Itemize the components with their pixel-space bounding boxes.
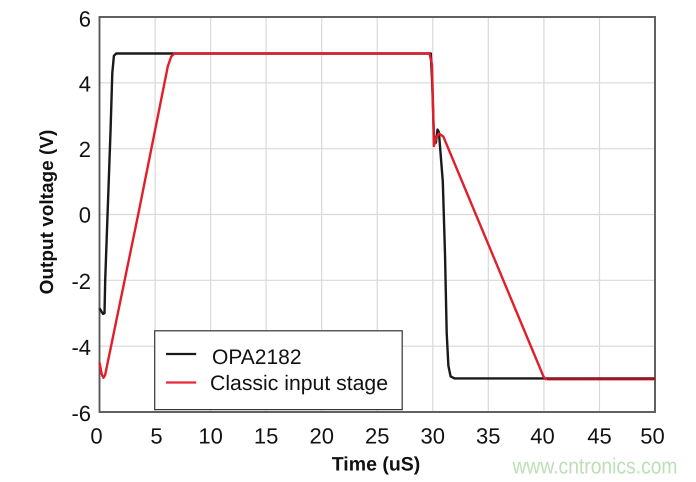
svg-text:20: 20 [309,424,333,449]
svg-text:Classic input stage: Classic input stage [210,372,388,395]
svg-text:5: 5 [150,424,162,449]
svg-text:30: 30 [421,424,445,449]
svg-text:0: 0 [90,424,102,449]
svg-text:40: 40 [530,424,554,449]
svg-text:0: 0 [79,203,91,228]
svg-text:50: 50 [640,424,664,449]
svg-text:35: 35 [476,424,500,449]
svg-text:2: 2 [79,137,91,162]
svg-text:10: 10 [198,424,222,449]
svg-text:-2: -2 [71,269,91,294]
svg-text:www.cntronics.com: www.cntronics.com [512,454,678,479]
svg-text:-6: -6 [71,401,91,426]
svg-text:25: 25 [365,424,389,449]
svg-text:Output voltage (V): Output voltage (V) [37,130,58,295]
svg-text:OPA2182: OPA2182 [212,346,302,369]
svg-text:15: 15 [254,424,278,449]
svg-text:Time (uS): Time (uS) [332,454,420,476]
svg-text:4: 4 [79,72,91,97]
svg-text:45: 45 [587,424,611,449]
svg-text:6: 6 [79,7,91,32]
svg-text:-4: -4 [71,335,91,360]
